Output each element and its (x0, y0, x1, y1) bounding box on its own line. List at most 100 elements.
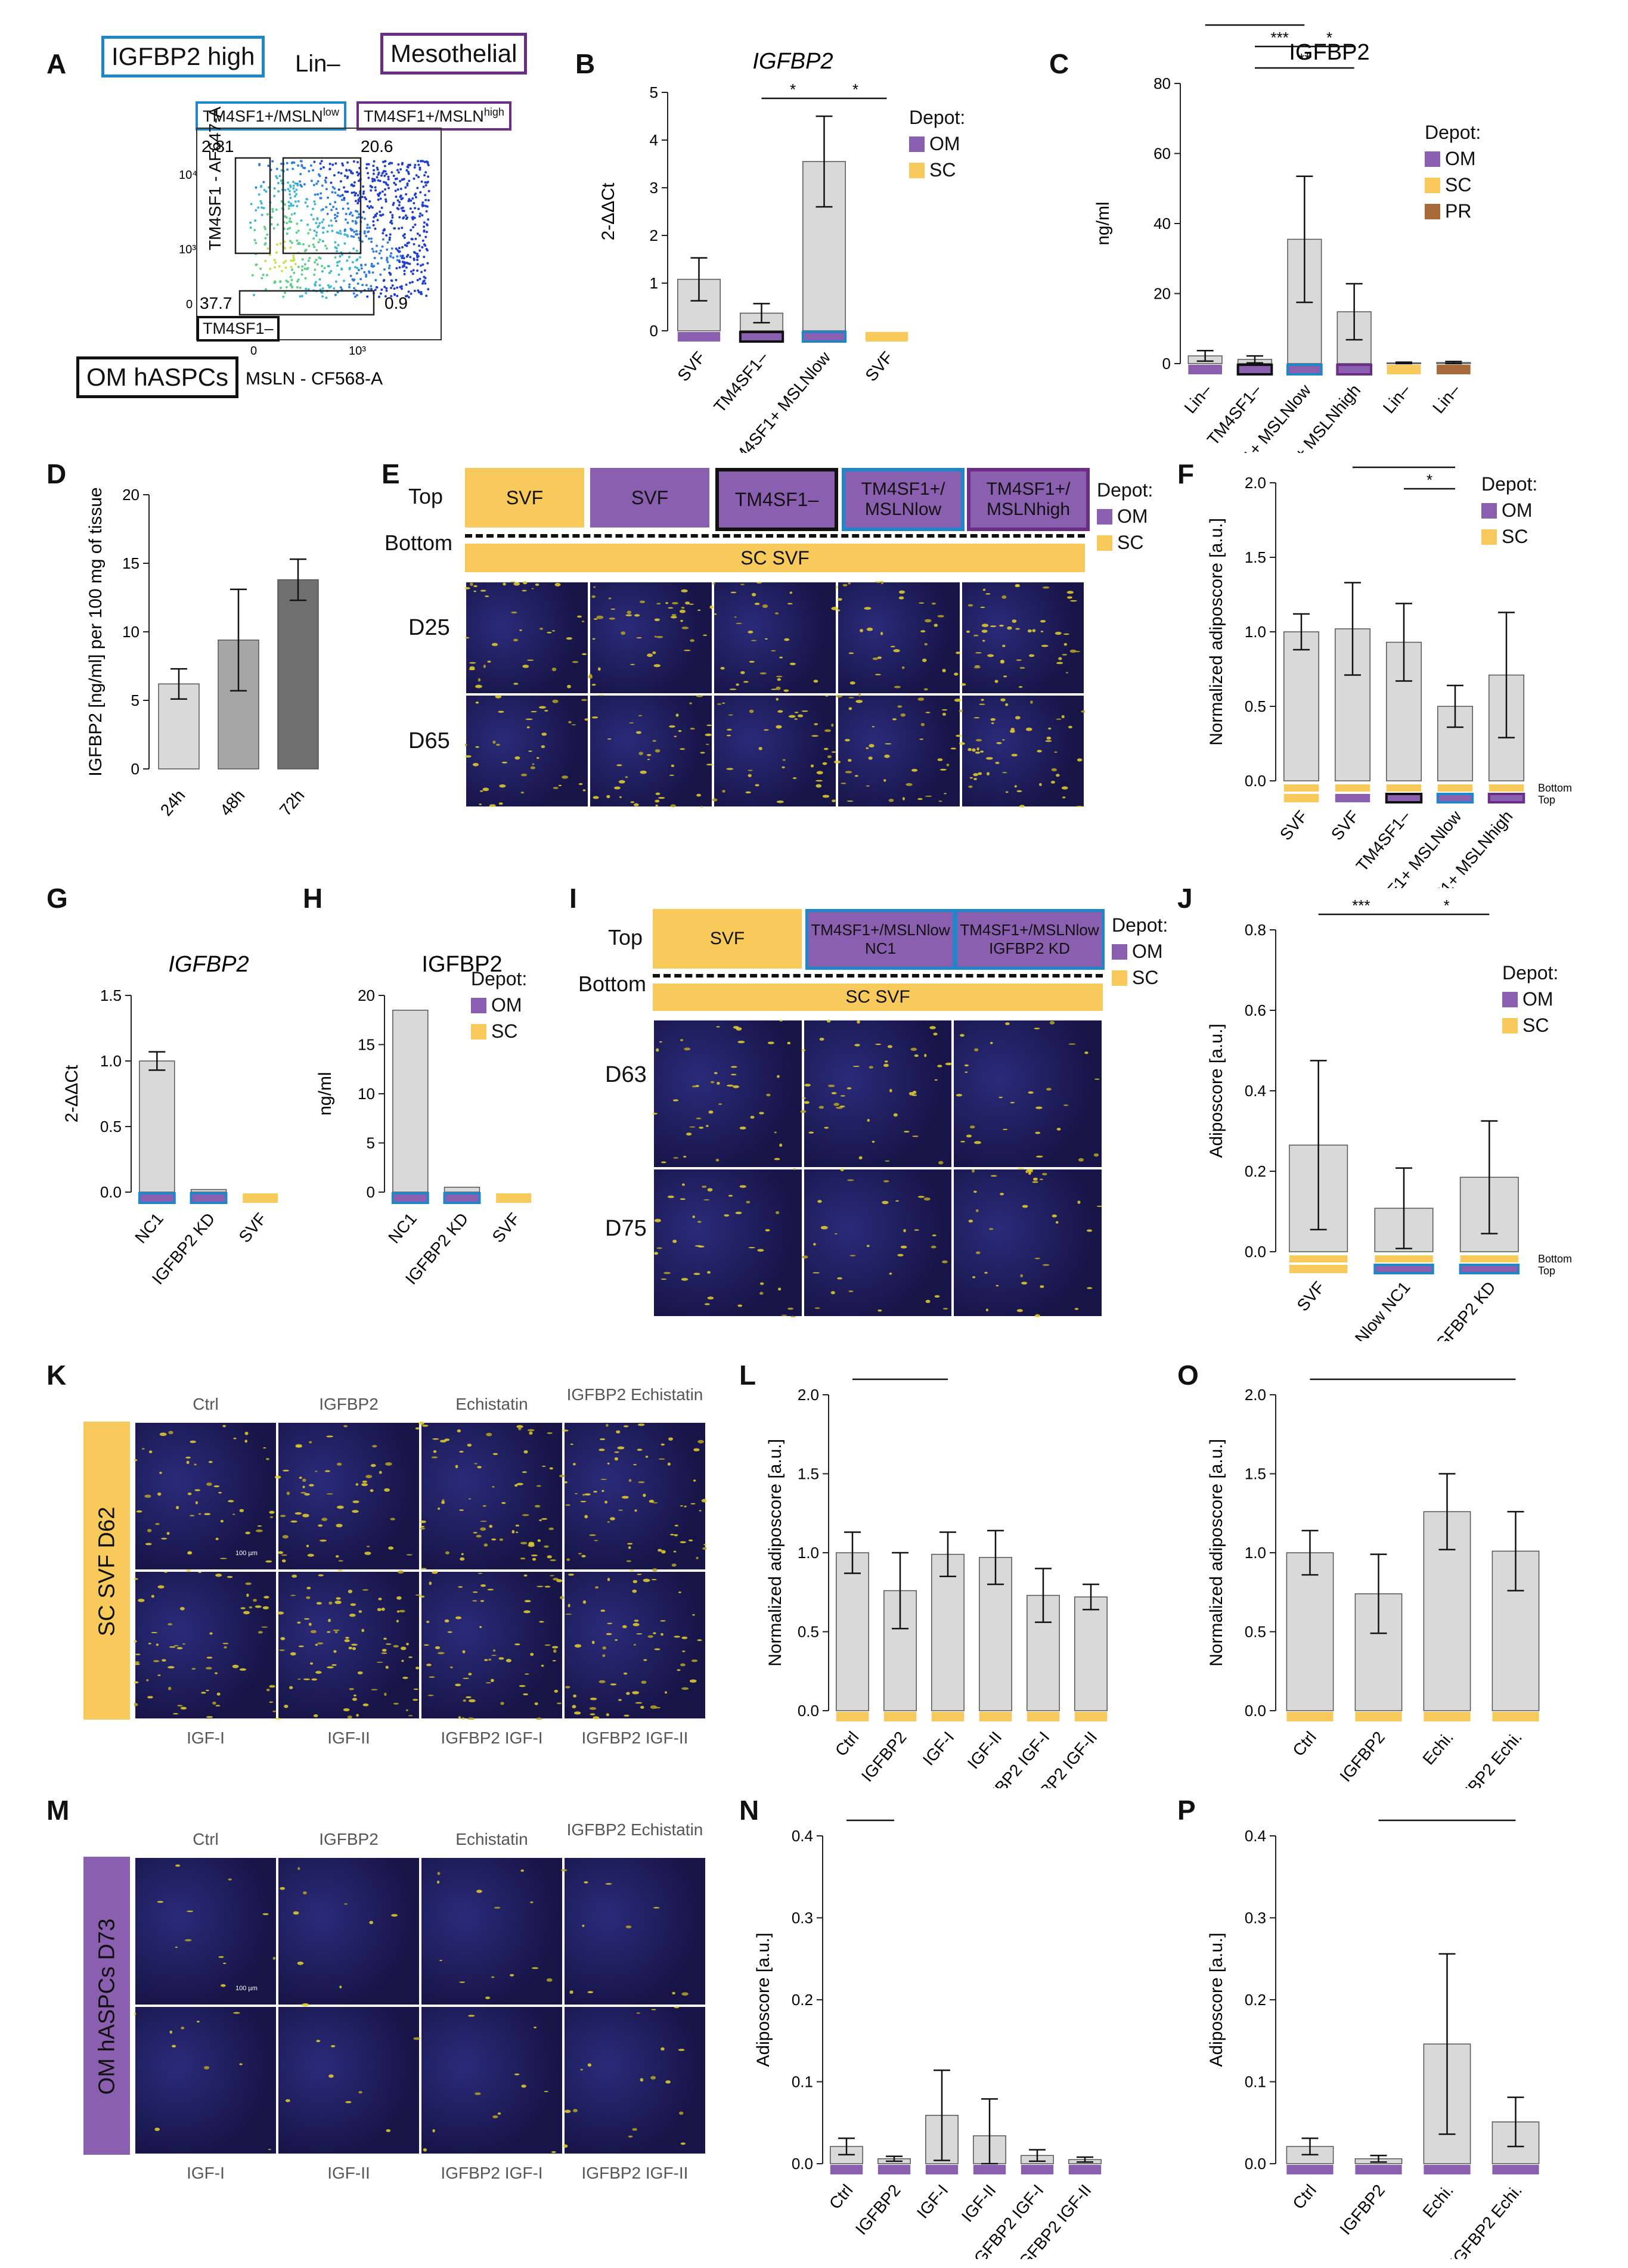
adipocyte-speck (660, 1443, 665, 1446)
flow-event (336, 215, 339, 218)
adipocyte-speck (848, 759, 852, 762)
depot-stripe (391, 1192, 429, 1204)
flow-event (383, 286, 386, 288)
adipocyte-speck (369, 1920, 374, 1925)
adipocyte-speck (278, 1551, 284, 1555)
flow-event (302, 243, 305, 246)
category-label: 48h (216, 786, 249, 820)
flow-event (370, 205, 373, 208)
flow-event (365, 163, 368, 166)
flow-event (305, 291, 308, 294)
flow-x-axis-label: MSLN - CF568-A (246, 369, 383, 389)
adipocyte-speck (866, 747, 869, 749)
adipocyte-speck (337, 1505, 344, 1509)
y-tick-label: 0.0 (1245, 772, 1266, 790)
flow-event (368, 200, 371, 203)
y-tick-label: 5 (650, 83, 658, 101)
flow-event (362, 190, 365, 193)
adipocyte-speck (740, 584, 745, 585)
adipocyte-speck (491, 643, 498, 646)
flow-event (418, 234, 421, 237)
flow-event (305, 287, 308, 290)
flow-event (359, 278, 362, 281)
adipocyte-speck (1040, 620, 1046, 623)
adipocyte-speck (541, 1664, 544, 1667)
flow-event (421, 201, 424, 204)
i-row-label-d75: D75 (605, 1216, 647, 1241)
adipocyte-speck (306, 1596, 311, 1599)
adipocyte-speck (553, 787, 559, 789)
adipocyte-speck (365, 1475, 373, 1479)
flow-event (289, 220, 292, 223)
adipocyte-speck (153, 1660, 160, 1662)
flow-event (370, 189, 373, 192)
adipocyte-speck (973, 1190, 977, 1193)
adipocyte-speck (232, 2012, 240, 2014)
adipocyte-speck (514, 1484, 518, 1487)
adipocyte-speck (669, 1534, 675, 1536)
flow-event (296, 239, 299, 242)
adipocyte-speck (1042, 586, 1050, 589)
adipocyte-speck (436, 1881, 440, 1884)
adipocyte-speck (787, 603, 793, 605)
adipocyte-speck (692, 1614, 695, 1616)
flow-event (286, 162, 289, 165)
adipocyte-speck (364, 1552, 371, 1555)
adipocyte-speck (764, 729, 769, 731)
adipocyte-speck (213, 1485, 220, 1488)
flow-event (379, 210, 382, 213)
y-tick-label: 0.4 (792, 1827, 813, 1845)
adipocyte-speck (816, 771, 823, 775)
adipocyte-speck (269, 1684, 275, 1687)
flow-event (382, 232, 384, 235)
flow-event (388, 238, 391, 241)
micrograph-tile (277, 1857, 420, 2006)
flow-event (423, 275, 426, 278)
adipocyte-speck (396, 1619, 399, 1623)
flow-event (406, 182, 409, 185)
flow-event (426, 224, 429, 227)
adipocyte-speck (159, 1432, 167, 1436)
adipocyte-speck (1030, 700, 1033, 704)
flow-event (339, 229, 342, 232)
adipocyte-speck (986, 772, 990, 775)
adipocyte-speck (206, 1716, 213, 1718)
adipocyte-speck (968, 748, 972, 752)
adipocyte-speck (1065, 672, 1068, 674)
adipocyte-speck (491, 1678, 494, 1683)
adipocyte-speck (641, 1680, 647, 1684)
adipocyte-speck (1061, 715, 1065, 718)
flow-event (373, 178, 376, 181)
category-label: NC1 (131, 1209, 167, 1247)
adipocyte-speck (357, 1671, 363, 1675)
adipocyte-speck (751, 592, 756, 597)
flow-event (336, 194, 339, 197)
adipocyte-speck (852, 1065, 860, 1068)
adipocyte-speck (739, 1127, 746, 1130)
flow-event (414, 196, 417, 198)
adipocyte-speck (584, 1493, 591, 1496)
flow-event (420, 180, 423, 183)
flow-event (356, 171, 359, 174)
y-axis-label: ng/ml (1093, 201, 1113, 245)
adipocyte-speck (655, 804, 659, 807)
flow-event (333, 287, 336, 290)
adipocyte-speck (1000, 698, 1006, 702)
adipocyte-speck (618, 1699, 622, 1701)
adipocyte-speck (990, 1041, 993, 1044)
depot-stripe-top (1283, 794, 1319, 802)
pct-low: 2.81 (201, 137, 234, 156)
flow-event (396, 207, 399, 210)
adipocyte-speck (156, 1643, 159, 1646)
adipocyte-speck (996, 1285, 999, 1287)
adipocyte-speck (338, 1560, 343, 1562)
flow-event (315, 182, 318, 185)
flow-event (303, 263, 306, 266)
adipocyte-speck (636, 1633, 643, 1635)
flow-event (287, 201, 290, 204)
y-tick-label: 10 (358, 1085, 375, 1103)
adipocyte-speck (195, 1501, 198, 1504)
flow-event (351, 228, 354, 231)
adipocyte-speck (256, 1529, 263, 1532)
